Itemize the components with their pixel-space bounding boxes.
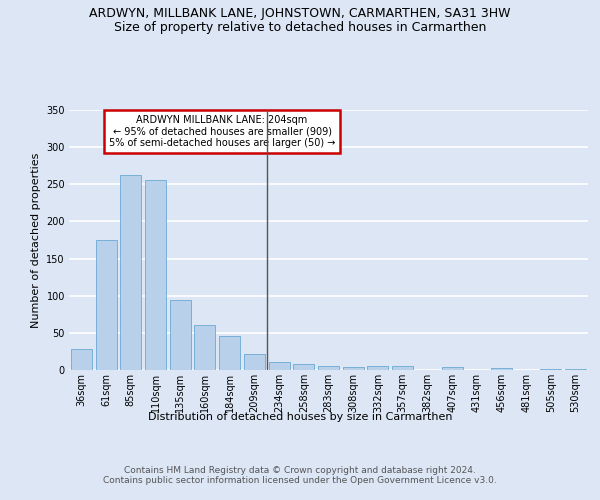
- Bar: [565, 368, 586, 370]
- Y-axis label: Number of detached properties: Number of detached properties: [31, 152, 41, 328]
- Bar: [343, 367, 364, 370]
- Bar: [95, 240, 116, 370]
- Bar: [145, 180, 166, 370]
- Text: Distribution of detached houses by size in Carmarthen: Distribution of detached houses by size …: [148, 412, 452, 422]
- Bar: [541, 368, 562, 370]
- Bar: [219, 336, 240, 370]
- Bar: [120, 174, 141, 370]
- Bar: [170, 300, 191, 370]
- Text: ARDWYN, MILLBANK LANE, JOHNSTOWN, CARMARTHEN, SA31 3HW: ARDWYN, MILLBANK LANE, JOHNSTOWN, CARMAR…: [89, 8, 511, 20]
- Text: Contains HM Land Registry data © Crown copyright and database right 2024.: Contains HM Land Registry data © Crown c…: [124, 466, 476, 475]
- Bar: [392, 366, 413, 370]
- Bar: [244, 354, 265, 370]
- Text: Size of property relative to detached houses in Carmarthen: Size of property relative to detached ho…: [114, 21, 486, 34]
- Bar: [194, 326, 215, 370]
- Text: ARDWYN MILLBANK LANE: 204sqm
← 95% of detached houses are smaller (909)
5% of se: ARDWYN MILLBANK LANE: 204sqm ← 95% of de…: [109, 115, 335, 148]
- Text: Contains public sector information licensed under the Open Government Licence v3: Contains public sector information licen…: [103, 476, 497, 485]
- Bar: [367, 366, 388, 370]
- Bar: [318, 366, 339, 370]
- Bar: [491, 368, 512, 370]
- Bar: [442, 367, 463, 370]
- Bar: [293, 364, 314, 370]
- Bar: [71, 349, 92, 370]
- Bar: [269, 362, 290, 370]
